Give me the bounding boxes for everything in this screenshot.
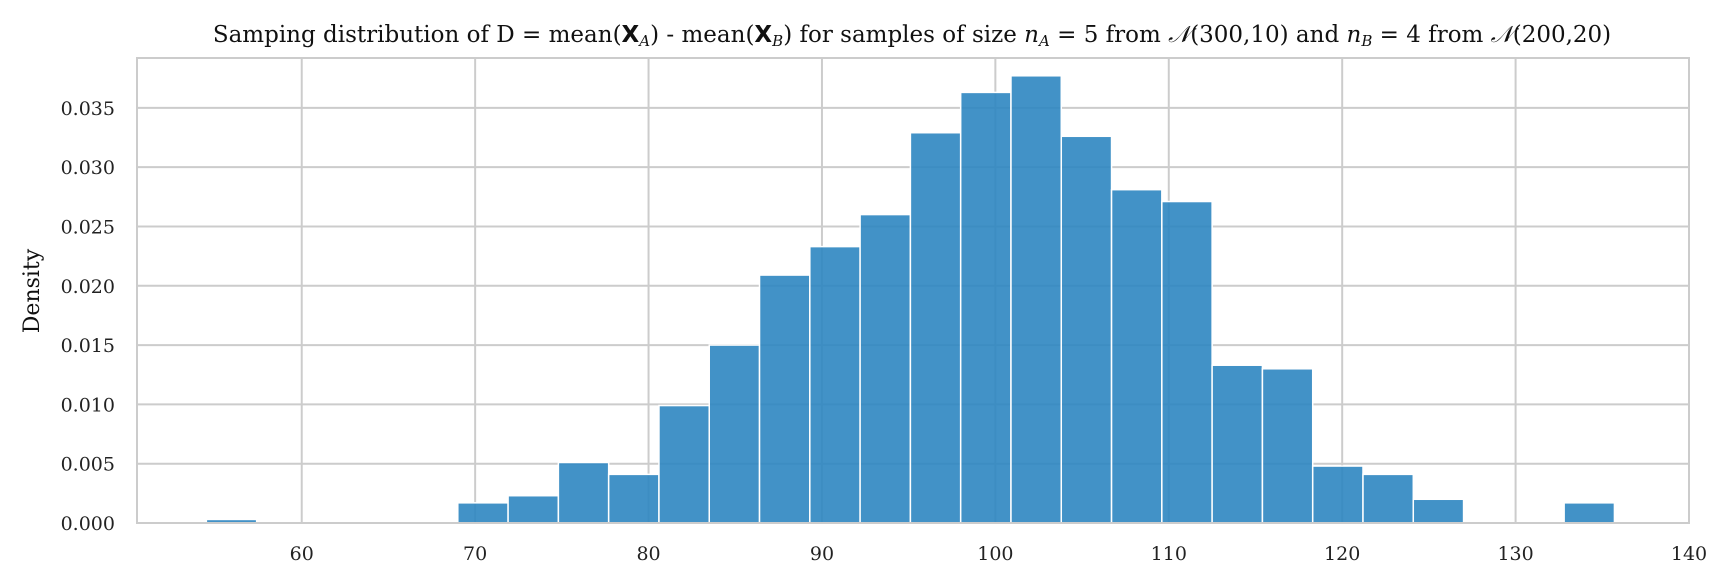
y-tick-label: 0.005: [61, 454, 115, 476]
chart-title: Samping distribution of D = mean(XA) - m…: [213, 22, 1611, 50]
y-tick-label: 0.015: [61, 335, 115, 357]
x-tick-label: 140: [1671, 543, 1707, 565]
x-tick-label: 70: [463, 543, 487, 565]
histogram-bar: [658, 404, 710, 524]
plot-frame: [136, 57, 1690, 524]
y-tick-label: 0.000: [61, 513, 115, 535]
histogram-bar: [557, 461, 610, 524]
histogram-bar: [457, 502, 509, 524]
x-tick-label: 130: [1497, 543, 1533, 565]
y-tick-label: 0.020: [61, 276, 115, 298]
y-tick-label: 0.010: [61, 394, 115, 416]
x-tick-label: 60: [290, 543, 314, 565]
y-tick-label: 0.030: [61, 157, 115, 179]
y-tick-label: 0.025: [61, 216, 115, 238]
x-tick-label: 120: [1324, 543, 1360, 565]
histogram-bar: [1563, 502, 1616, 524]
histogram-bar: [809, 245, 861, 524]
histogram-bar: [708, 344, 761, 524]
histogram-bar: [959, 91, 1012, 524]
histogram-bar: [607, 473, 660, 524]
histogram-bar: [507, 494, 560, 524]
x-tick-label: 90: [810, 543, 834, 565]
histogram-bar: [1362, 473, 1415, 524]
histogram-bar: [1161, 200, 1213, 524]
histogram-bar: [1261, 368, 1314, 524]
histogram-bar: [1211, 364, 1264, 524]
histogram-bar: [1412, 498, 1465, 524]
histogram-bar: [1110, 188, 1163, 524]
histogram-bar: [1060, 135, 1113, 524]
histogram-bar: [909, 131, 962, 524]
y-tick-label: 0.035: [61, 98, 115, 120]
histogram-bar: [758, 274, 811, 524]
histogram-bar: [859, 213, 912, 524]
x-tick-label: 100: [977, 543, 1013, 565]
histogram-bar: [1010, 75, 1063, 524]
x-tick-label: 110: [1151, 543, 1187, 565]
y-axis-label: Density: [20, 248, 45, 333]
x-tick-label: 80: [636, 543, 660, 565]
histogram-bar: [1311, 465, 1364, 524]
tick-labels: 60 70 80 90 100 110 120 130 140 0.000 0.005 0.010 0.…: [61, 98, 1708, 565]
bars: [205, 75, 1616, 524]
